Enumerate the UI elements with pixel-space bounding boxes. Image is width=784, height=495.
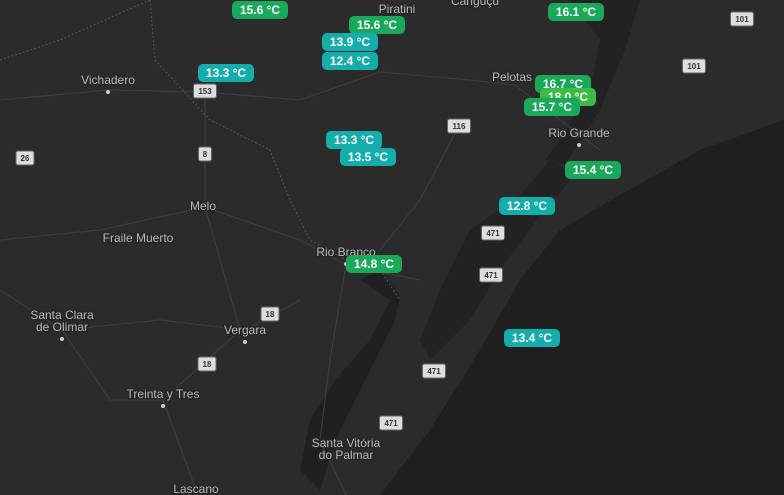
temperature-badge[interactable] <box>349 16 405 34</box>
route-shield <box>193 83 217 99</box>
temperature-label: 15.6 °C <box>357 18 397 32</box>
route-number: 8 <box>203 150 208 159</box>
place-label: Fraile Muerto <box>103 231 174 245</box>
place-label: Melo <box>190 199 216 213</box>
route-number: 471 <box>484 271 498 280</box>
ocean <box>380 120 784 495</box>
place-dot <box>577 143 581 147</box>
place-dot <box>106 90 110 94</box>
route-shield <box>481 225 505 241</box>
route-number: 471 <box>384 419 398 428</box>
temperature-label: 12.4 °C <box>330 54 370 68</box>
temperature-label: 15.7 °C <box>532 100 572 114</box>
temperature-badge[interactable] <box>232 1 288 19</box>
route-number: 101 <box>735 15 749 24</box>
route-shield <box>422 363 446 379</box>
temperature-badge[interactable] <box>198 64 254 82</box>
place-label: Santa Vitória <box>312 436 381 450</box>
route-number: 18 <box>203 360 212 369</box>
temperature-label: 15.6 °C <box>240 3 280 17</box>
route-number: 101 <box>687 62 701 71</box>
route-shield <box>479 267 503 283</box>
route-number: 26 <box>21 154 30 163</box>
lagoa-mirim <box>300 270 400 490</box>
temperature-label: 13.4 °C <box>512 331 552 345</box>
temperature-label: 12.8 °C <box>507 199 547 213</box>
place-label: Rio Grande <box>548 126 610 140</box>
temperature-label: 16.7 °C <box>543 77 583 91</box>
route-shield <box>198 146 212 162</box>
place-dot <box>161 404 165 408</box>
temperature-label: 15.4 °C <box>573 163 613 177</box>
place-dot <box>60 337 64 341</box>
route-number: 471 <box>486 229 500 238</box>
temperature-label: 14.8 °C <box>354 257 394 271</box>
place-label: Canguçu <box>451 0 499 8</box>
route-number: 116 <box>453 122 466 131</box>
temperature-label: 13.9 °C <box>330 35 370 49</box>
place-dot <box>243 340 247 344</box>
temperature-badge[interactable] <box>340 148 396 166</box>
route-number: 471 <box>427 367 441 376</box>
temperature-label: 13.3 °C <box>206 66 246 80</box>
temperature-badge[interactable] <box>548 3 604 21</box>
route-shield <box>379 415 403 431</box>
temperature-badge[interactable] <box>346 255 402 273</box>
route-shield <box>730 11 754 27</box>
place-label: Santa Clara <box>30 308 94 322</box>
route-shield <box>15 150 35 166</box>
place-label: do Palmar <box>319 448 374 462</box>
route-shield <box>682 58 706 74</box>
temperature-label: 16.1 °C <box>556 5 596 19</box>
place-label: Vergara <box>224 323 266 337</box>
place-label: Treinta y Tres <box>127 387 200 401</box>
temperature-badge[interactable] <box>565 161 621 179</box>
route-shield <box>260 306 280 322</box>
temperature-badge[interactable] <box>504 329 560 347</box>
lagoa-dos-patos <box>545 0 640 165</box>
route-number: 153 <box>198 87 212 96</box>
temperature-label: 13.3 °C <box>334 133 374 147</box>
route-shield <box>197 356 217 372</box>
place-label: de Olimar <box>36 320 88 334</box>
temperature-badge[interactable] <box>499 197 555 215</box>
place-label: Vichadero <box>81 73 135 87</box>
route-number: 18 <box>266 310 275 319</box>
place-label: Pelotas <box>492 70 532 84</box>
temperature-label: 13.5 °C <box>348 150 388 164</box>
route-shield <box>447 118 471 134</box>
place-label: Lascano <box>173 482 219 495</box>
temperature-badge[interactable] <box>524 98 580 116</box>
temperature-badge[interactable] <box>322 52 378 70</box>
temperature-badge[interactable] <box>326 131 382 149</box>
temperature-badge[interactable] <box>322 33 378 51</box>
place-label: Piratini <box>379 2 416 16</box>
